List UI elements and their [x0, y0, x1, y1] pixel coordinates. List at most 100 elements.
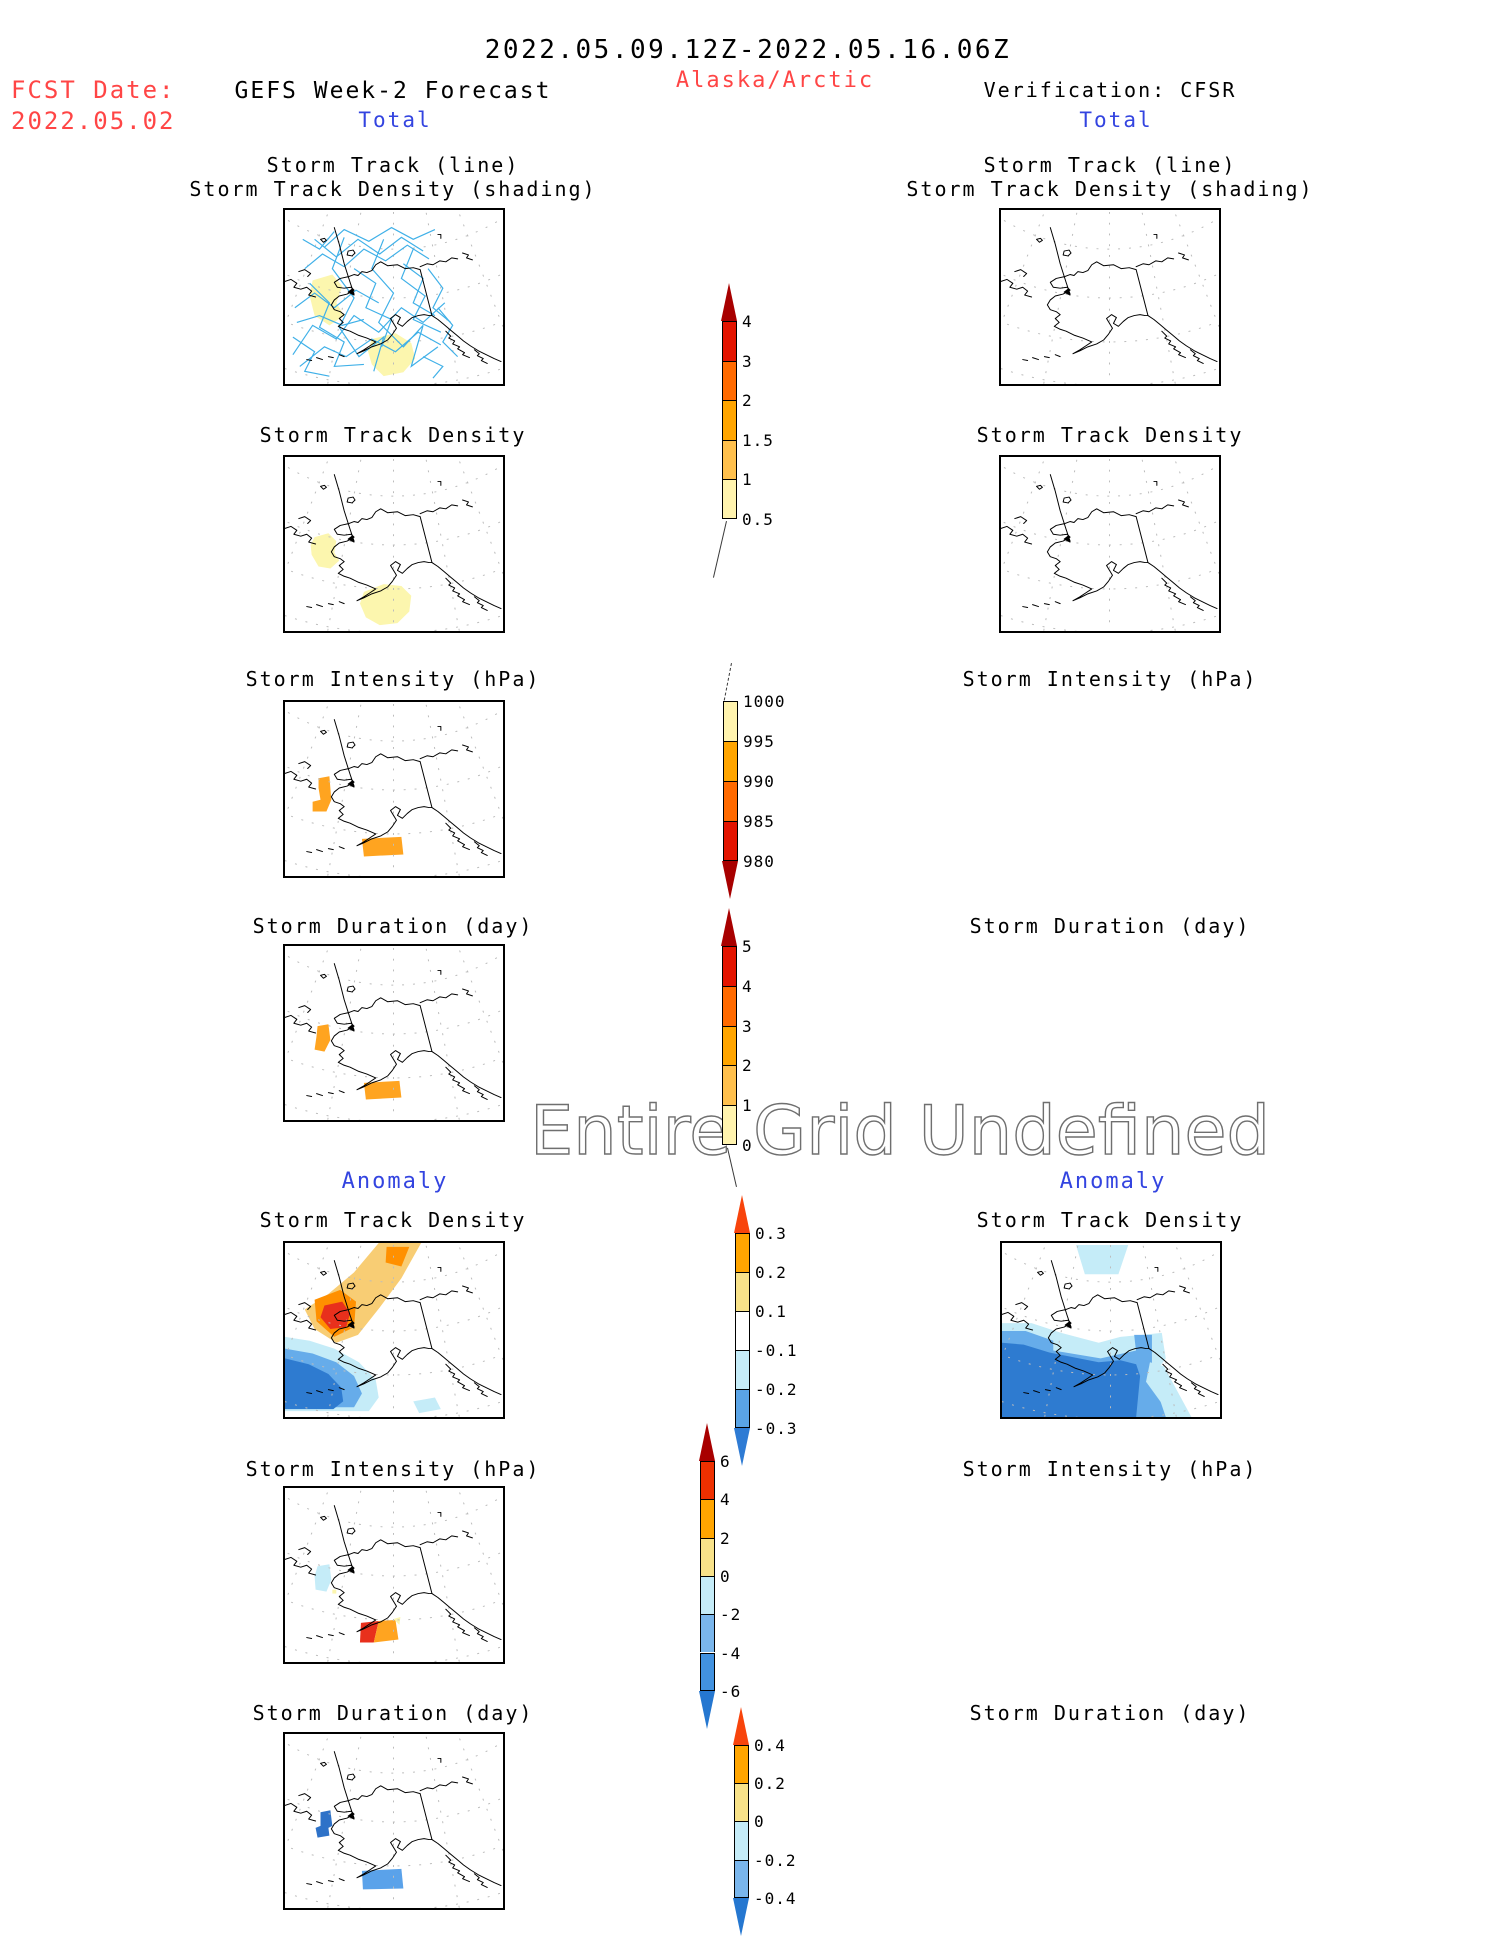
panel-title-cfsr-intensity-anom: Storm Intensity (hPa): [962, 1457, 1258, 1481]
colorbar-tick-label: 0.2: [754, 1774, 786, 1794]
panel-title-cfsr-intensity: Storm Intensity (hPa): [962, 667, 1258, 691]
colorbar-segment: [722, 985, 737, 1026]
colorbar-segment: [700, 1575, 715, 1615]
colorbar-segment: [734, 1783, 749, 1822]
colorbar-segment: [722, 479, 737, 519]
colorbar-segment: [700, 1614, 715, 1653]
section-total-right: Total: [1079, 108, 1153, 132]
colorbar-segment: [722, 400, 737, 440]
duration-shading: [314, 1024, 402, 1100]
colorbar-tick-label: 1: [742, 1096, 753, 1116]
colorbar-tick-label: 0.4: [754, 1736, 786, 1755]
colorbar-segment: [722, 360, 737, 401]
colorbar-tick-label: 0.1: [755, 1302, 787, 1321]
colorbar-tail-line: [712, 521, 727, 578]
colorbar-segment: [722, 1025, 737, 1066]
colorbar-arrow-up: [721, 908, 737, 946]
panel-title-gefs-track-shading: Storm Track Density (shading): [189, 177, 597, 201]
colorbar-tick-label: 0: [720, 1566, 731, 1586]
panel-title-gefs-duration-anom: Storm Duration (day): [252, 1701, 534, 1725]
fcst-date-value: 2022.05.02: [11, 107, 176, 135]
colorbar-arrow-up: [734, 1195, 750, 1233]
colorbar-tick-label: -0.2: [755, 1380, 798, 1399]
colorbar-tick-label: 1.5: [742, 430, 774, 450]
colorbar-segment: [700, 1499, 715, 1538]
colorbar-arrow-up: [699, 1423, 715, 1461]
colorbar-segment: [722, 1105, 737, 1145]
map-gefs-duration: [283, 944, 505, 1122]
colorbar-segment: [734, 1821, 749, 1860]
colorbar-tick-label: 0.2: [755, 1263, 787, 1282]
figure-title: 2022.05.09.12Z-2022.05.16.06Z: [484, 35, 1012, 65]
fcst-date-label: FCST Date:: [11, 76, 176, 104]
colorbar-segment: [700, 1461, 715, 1500]
colorbar-segment: [734, 1745, 749, 1784]
section-anomaly-right: Anomaly: [1059, 1169, 1167, 1194]
colorbar-tick-label: 995: [743, 732, 775, 751]
map-gefs-intensity: [283, 700, 505, 878]
colorbar-tick-label: 985: [743, 812, 775, 831]
forecast-model-header: GEFS Week-2 Forecast: [234, 78, 552, 104]
colorbar-tick-label: -0.3: [755, 1419, 798, 1438]
colorbar-segment: [723, 821, 738, 861]
colorbar-segment: [700, 1537, 715, 1576]
colorbar-segment: [735, 1272, 750, 1311]
panel-title-gefs-track-density-anom: Storm Track Density: [259, 1208, 527, 1232]
figure: 2022.05.09.12Z-2022.05.16.06Z FCST Date:…: [0, 18, 1487, 1943]
anomaly-shading: [315, 1810, 404, 1890]
panel-title-cfsr-track-shading: Storm Track Density (shading): [906, 177, 1314, 201]
verification-header: Verification: CFSR: [983, 78, 1237, 102]
colorbar-segment: [700, 1652, 715, 1691]
density-shading: [310, 533, 412, 626]
section-anomaly-left: Anomaly: [341, 1169, 449, 1194]
colorbar-tick-label: 0.5: [742, 510, 774, 529]
colorbar-tick-label: 5: [742, 937, 753, 956]
map-gefs-intensity-anomaly: [283, 1486, 505, 1664]
map-cfsr-storm-track: [999, 208, 1221, 386]
colorbar-arrow-down: [734, 1428, 750, 1466]
colorbar-segment: [722, 439, 737, 480]
colorbar-segment: [723, 781, 738, 821]
colorbar-tick-label: -2: [720, 1605, 742, 1625]
anomaly-shading: [1002, 1244, 1192, 1417]
colorbar-segment: [734, 1859, 749, 1898]
colorbar-tick-label: 0.3: [755, 1224, 787, 1243]
colorbar-tick-label: -0.2: [754, 1850, 797, 1870]
anomaly-shading: [314, 1564, 401, 1643]
panel-title-gefs-track-line: Storm Track (line): [266, 153, 520, 177]
intensity-shading: [312, 776, 404, 857]
map-gefs-storm-track: [283, 208, 505, 386]
panel-title-cfsr-track-line: Storm Track (line): [983, 153, 1237, 177]
colorbar-tick-label: -0.1: [755, 1341, 798, 1360]
colorbar-arrow-down: [722, 861, 738, 899]
colorbar-tick-label: -4: [720, 1643, 742, 1663]
colorbar-tick-label: 6: [720, 1452, 731, 1471]
track-density-shading: [309, 274, 416, 377]
region-label: Alaska/Arctic: [675, 68, 875, 93]
colorbar-tick-label: 4: [742, 976, 753, 996]
panel-title-gefs-duration: Storm Duration (day): [252, 914, 534, 938]
colorbar-tick-label: 4: [742, 312, 753, 331]
map-cfsr-track-density-anomaly: [1000, 1241, 1222, 1419]
panel-title-cfsr-duration-anom: Storm Duration (day): [969, 1701, 1251, 1725]
colorbar-arrow-down: [699, 1690, 715, 1729]
colorbar-arrow-up: [733, 1707, 749, 1745]
panel-title-gefs-track-density: Storm Track Density: [259, 423, 527, 447]
watermark-text: Entire Grid Undefined: [530, 1092, 1270, 1171]
undefined-grid-watermark: Entire Grid Undefined: [529, 1091, 1270, 1171]
panel-title-cfsr-track-density: Storm Track Density: [976, 423, 1244, 447]
colorbar-tick-label: 2: [742, 1056, 753, 1076]
colorbar-tick-label: 4: [720, 1490, 731, 1510]
colorbar-tick-label: -0.4: [754, 1888, 797, 1908]
colorbar-segment: [735, 1311, 750, 1350]
colorbar-arrow-down: [733, 1897, 749, 1936]
colorbar-tick-label: 990: [743, 772, 775, 791]
map-gefs-track-density-anomaly: [283, 1241, 505, 1419]
colorbar-segment: [735, 1389, 750, 1428]
colorbar-segment: [723, 701, 738, 741]
colorbar-tick-label: 2: [742, 391, 753, 411]
panel-title-gefs-intensity-anom: Storm Intensity (hPa): [245, 1457, 541, 1481]
section-total-left: Total: [358, 108, 432, 132]
colorbar-segment: [735, 1233, 750, 1272]
map-cfsr-track-density: [999, 455, 1221, 633]
